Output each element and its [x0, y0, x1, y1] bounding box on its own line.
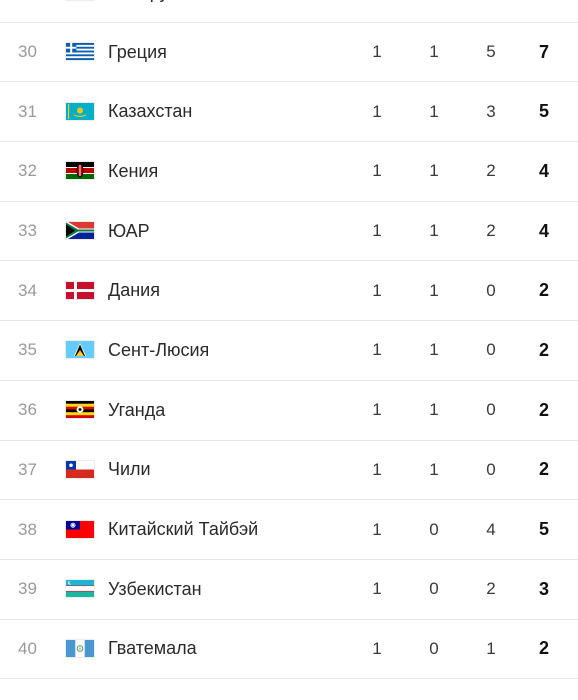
table-row[interactable]: 39 Узбекистан 1 0 2 3: [0, 560, 578, 620]
bronze-count: 2: [486, 221, 496, 241]
table-row[interactable]: 35 Сент-Люсия 1 1 0 2: [0, 321, 578, 381]
bronze-count: 1: [486, 638, 496, 658]
denmark-flag-icon: [66, 281, 94, 299]
country-name: Чили: [108, 459, 151, 480]
country-name: Узбекистан: [108, 578, 202, 599]
country-name: Греция: [108, 41, 167, 62]
rank: 29: [18, 0, 48, 22]
silver-count: 1: [429, 101, 439, 121]
total-count: 7: [538, 41, 549, 62]
bronze-count: 2: [486, 161, 496, 181]
table-row[interactable]: 32 Кения 1 1 2 4: [0, 142, 578, 202]
rank: 35: [18, 340, 37, 360]
bronze-count: 0: [486, 400, 496, 420]
gold-count: 1: [372, 221, 382, 241]
bronze-count: 0: [486, 459, 496, 479]
country-name: Гватемала: [108, 638, 197, 659]
gold-count: 1: [372, 340, 382, 360]
south-africa-flag-icon: [66, 222, 94, 240]
uganda-flag-icon: [66, 401, 94, 419]
country-name: ЮАР: [108, 220, 150, 241]
table-row[interactable]: 36 Уганда 1 1 0 2: [0, 381, 578, 441]
gold-count: 1: [372, 42, 382, 62]
gold-count: 1: [372, 161, 382, 181]
chinese-taipei-flag-icon: [66, 520, 94, 538]
uzbekistan-flag-icon: [66, 580, 94, 598]
total-count: 3: [538, 578, 549, 599]
rank: 40: [18, 638, 37, 658]
total-count: 2: [538, 339, 549, 360]
silver-count: 0: [429, 579, 439, 599]
gold-count: 1: [372, 400, 382, 420]
bronze-count: 0: [486, 340, 496, 360]
saint-lucia-flag-icon: [66, 341, 94, 359]
rank: 32: [18, 161, 37, 181]
bronze-count: 4: [486, 519, 496, 539]
rank: 30: [18, 42, 37, 62]
silver-count: 1: [429, 42, 439, 62]
kazakhstan-flag-icon: [66, 102, 94, 120]
guatemala-flag-icon: [66, 639, 94, 657]
bronze-count: 2: [486, 579, 496, 599]
gold-count: 1: [372, 579, 382, 599]
silver-count: 1: [429, 340, 439, 360]
country-name: Китайский Тайбэй: [108, 519, 259, 540]
table-row[interactable]: 37 Чили 1 1 0 2: [0, 441, 578, 501]
silver-count: 1: [429, 280, 439, 300]
gold-count: 1: [372, 459, 382, 479]
table-row[interactable]: 31 Казахстан 1 1 3 5: [0, 82, 578, 143]
total-count: 5: [538, 101, 549, 122]
country-name: Сент-Люсия: [108, 339, 210, 360]
bronze-count: 0: [486, 280, 496, 300]
country-name: Уганда: [108, 399, 166, 420]
bronze-count: 5: [486, 42, 496, 62]
total-count: 2: [538, 638, 549, 659]
total-count: 3: [532, 0, 556, 22]
total-count: 2: [538, 280, 549, 301]
total-count: 4: [538, 220, 549, 241]
chile-flag-icon: [66, 460, 94, 478]
table-row[interactable]: 29 Беларусь 1 2 0 3: [0, 0, 578, 23]
total-count: 5: [538, 519, 549, 540]
silver-count: 2: [422, 0, 446, 22]
country-name: Кения: [108, 160, 159, 181]
bronze-count: 3: [486, 101, 496, 121]
total-count: 2: [538, 399, 549, 420]
bronze-count: 0: [479, 0, 503, 22]
table-row[interactable]: 38 Китайский Тайбэй 1 0 4 5: [0, 500, 578, 560]
kenya-flag-icon: [66, 162, 94, 180]
rank: 33: [18, 221, 37, 241]
gold-count: 1: [372, 101, 382, 121]
table-row[interactable]: 30 Греция 1 1 5 7: [0, 23, 578, 83]
rank: 31: [18, 101, 37, 121]
gold-count: 1: [372, 638, 382, 658]
rank: 36: [18, 400, 37, 420]
silver-count: 0: [429, 519, 439, 539]
greece-flag-icon: [66, 43, 94, 61]
silver-count: 1: [429, 400, 439, 420]
rank: 38: [18, 519, 37, 539]
silver-count: 0: [429, 638, 439, 658]
rank: 39: [18, 579, 37, 599]
gold-count: 1: [365, 0, 389, 22]
table-row[interactable]: 33 ЮАР 1 1 2 4: [0, 202, 578, 262]
table-row[interactable]: 40 Гватемала 1 0 1 2: [0, 620, 578, 680]
silver-count: 1: [429, 161, 439, 181]
silver-count: 1: [429, 221, 439, 241]
table-row[interactable]: 34 Дания 1 1 0 2: [0, 261, 578, 322]
rank: 34: [18, 280, 37, 300]
silver-count: 1: [429, 459, 439, 479]
gold-count: 1: [372, 519, 382, 539]
total-count: 2: [538, 459, 549, 480]
total-count: 4: [538, 160, 549, 181]
rank: 37: [18, 459, 37, 479]
country-name: Казахстан: [108, 101, 193, 122]
country-name: Беларусь: [108, 0, 187, 22]
country-name: Дания: [108, 280, 160, 301]
medal-table: 29 Беларусь 1 2 0 3 30 Греция 1 1 5 7 31…: [0, 0, 578, 680]
gold-count: 1: [372, 280, 382, 300]
